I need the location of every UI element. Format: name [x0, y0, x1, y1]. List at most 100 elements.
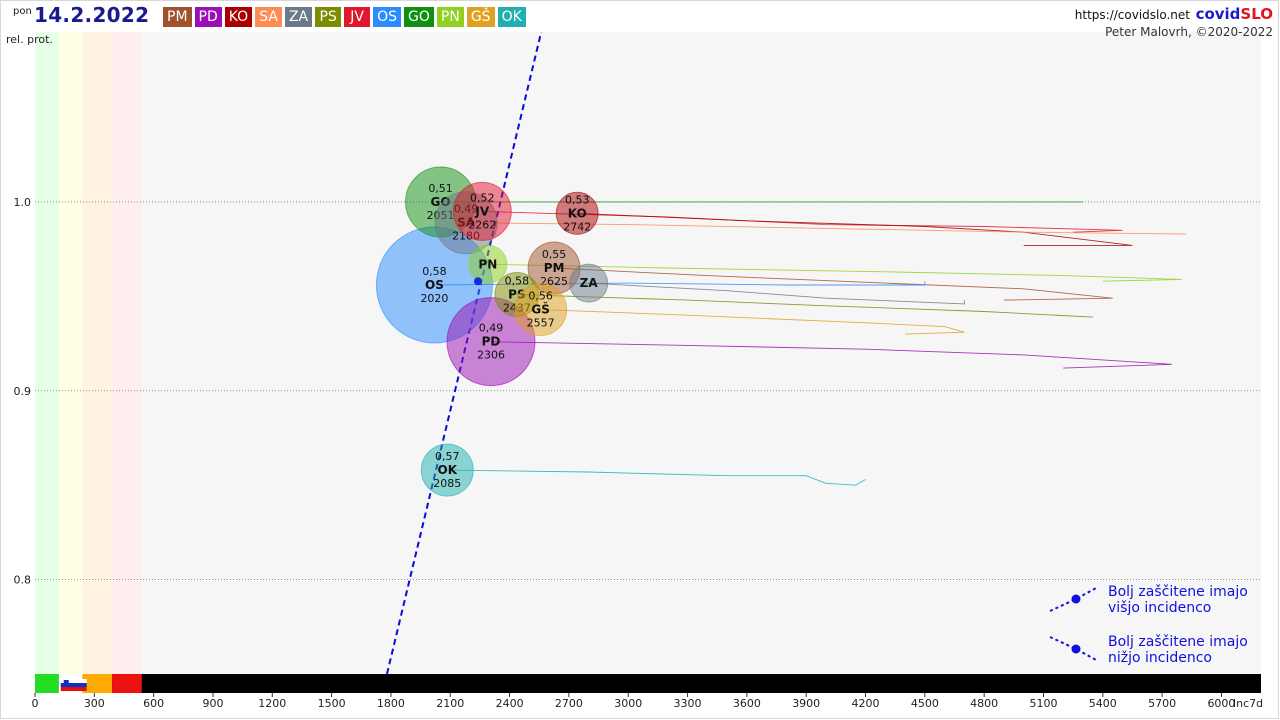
region-tag-3[interactable]: SA [255, 7, 282, 27]
trail-7 [588, 282, 965, 305]
region-tag-11[interactable]: OK [497, 7, 526, 27]
risk-scale-3 [112, 674, 142, 693]
region-tag-2[interactable]: KO [224, 7, 253, 27]
bubble-code-label-1: PD [482, 335, 501, 349]
region-tag-8[interactable]: GO [404, 7, 434, 27]
risk-band-3 [112, 32, 142, 674]
y-axis-label: rel. prot. [6, 33, 53, 46]
bubble-code-label-5: KO [568, 206, 587, 220]
bubble-10 [514, 283, 568, 337]
risk-band-1 [58, 32, 83, 674]
y-tick-label-2: 1.0 [14, 196, 32, 209]
x-tick-label-0: 0 [32, 697, 39, 710]
bubble-8 [569, 263, 609, 303]
x-tick-label-18: 5400 [1089, 697, 1117, 710]
bubble-code-label-4: JV [474, 204, 489, 218]
x-tick-label-1: 300 [84, 697, 105, 710]
flag-stripe-red [60, 687, 87, 691]
header: pon 14.2.2022 PM PD KO SA ZA PS JV OS GO PN GŠ OK h… [0, 0, 1280, 39]
x-tick-label-8: 2400 [496, 697, 524, 710]
note-lower: Bolj zaščitene imajo nižjo incidenco [1108, 634, 1248, 666]
site-url[interactable]: https://covidslo.net [1074, 8, 1190, 22]
note-higher-line1: Bolj zaščitene imajo [1108, 584, 1248, 600]
risk-scale-0 [35, 674, 59, 693]
bubble-code-label-7: PM [544, 261, 565, 275]
region-tag-0[interactable]: PM [163, 7, 192, 27]
x-tick-label-12: 3600 [733, 697, 761, 710]
trail-9 [540, 309, 965, 335]
plot-area [35, 32, 1261, 674]
bubble-protection-label-1: 0,49 [479, 322, 504, 335]
x-tick-label-15: 4500 [911, 697, 939, 710]
region-tag-1[interactable]: PD [194, 7, 222, 27]
bubble-protection-label-4: 0,52 [470, 191, 495, 204]
bubble-code-label-0: OS [425, 278, 444, 292]
region-tag-4[interactable]: ZA [284, 7, 313, 27]
x-tick-label-17: 5100 [1029, 697, 1057, 710]
bubble-code-label-6: PN [478, 257, 497, 271]
bubble-4 [452, 181, 512, 241]
x-tick-label-11: 3300 [674, 697, 702, 710]
brand-logo: covidSLO [1196, 5, 1273, 23]
risk-scale-2 [82, 674, 113, 693]
legend-higher-point [1071, 594, 1081, 604]
note-higher-line2: višjo incidenco [1108, 600, 1212, 616]
trail-4 [487, 263, 1182, 282]
bubble-incidence-label-5: 2742 [563, 220, 591, 233]
x-tick-label-9: 2700 [555, 697, 583, 710]
x-tick-label-14: 4200 [852, 697, 880, 710]
trail-10 [490, 341, 1173, 369]
note-higher: Bolj zaščitene imajo višjo incidenco [1108, 584, 1248, 616]
x-tick-label-16: 4800 [970, 697, 998, 710]
note-lower-line1: Bolj zaščitene imajo [1108, 634, 1248, 650]
y-tick-label-1: 0.9 [14, 385, 32, 398]
region-tag-5[interactable]: PS [315, 7, 342, 27]
brand-part-slo: SLO [1240, 5, 1273, 23]
trail-2 [577, 212, 1133, 246]
bubble-incidence-label-1: 2306 [477, 349, 505, 362]
flag-stripe-blue [60, 683, 87, 687]
bubble-incidence-label-4: 2262 [468, 218, 496, 231]
region-tag-10[interactable]: GŠ [466, 7, 495, 27]
trail-5 [554, 267, 1113, 301]
flag-coat-of-arms [63, 680, 69, 686]
risk-band-0 [35, 32, 59, 674]
x-tick-label-10: 3000 [614, 697, 642, 710]
x-axis-label: Inc7d [1233, 697, 1263, 710]
bubble-11 [420, 443, 474, 497]
x-axis-bar [35, 674, 1261, 693]
x-tick-label-19: 5700 [1148, 697, 1176, 710]
region-tag-6[interactable]: JV [344, 7, 371, 27]
bubble-incidence-label-11: 2085 [433, 477, 461, 490]
risk-band-2 [82, 32, 113, 674]
bubble-code-label-8: ZA [580, 276, 599, 290]
bubble-5 [555, 191, 599, 235]
trail-11 [447, 469, 866, 486]
x-tick-label-2: 600 [143, 697, 164, 710]
bubble-code-label-11: OK [438, 463, 458, 477]
bubble-protection-label-9: 0,58 [505, 274, 530, 287]
bubble-protection-label-5: 0,53 [565, 193, 590, 206]
region-tag-7[interactable]: OS [373, 7, 402, 27]
bubble-1 [446, 297, 536, 387]
bubble-incidence-label-0: 2020 [420, 292, 448, 305]
bubble-protection-label-11: 0,57 [435, 450, 460, 463]
bubble-protection-label-0: 0,58 [422, 265, 447, 278]
bubble-6 [468, 244, 508, 284]
author-credit: Peter Malovrh, ©2020-2022 [1105, 25, 1273, 39]
x-tick-label-6: 1800 [377, 697, 405, 710]
brand-part-covid: covid [1195, 5, 1241, 23]
bubble-protection-label-2: 0,51 [428, 182, 453, 195]
bubble-protection-label-10: 0,56 [528, 290, 553, 303]
weekday: pon [13, 6, 32, 17]
region-tag-9[interactable]: PN [436, 7, 464, 27]
flag-stripe-white [60, 679, 87, 683]
note-lower-line2: nižjo incidenco [1108, 650, 1213, 666]
date-title: 14.2.2022 [34, 3, 150, 27]
bubble-code-label-10: GŠ [531, 302, 550, 317]
bubble-incidence-label-10: 2557 [527, 317, 555, 330]
region-legend: PM PD KO SA ZA PS JV OS GO PN GŠ OK [163, 7, 526, 27]
legend-lower-point [1071, 644, 1081, 654]
trail-8 [516, 294, 1093, 318]
